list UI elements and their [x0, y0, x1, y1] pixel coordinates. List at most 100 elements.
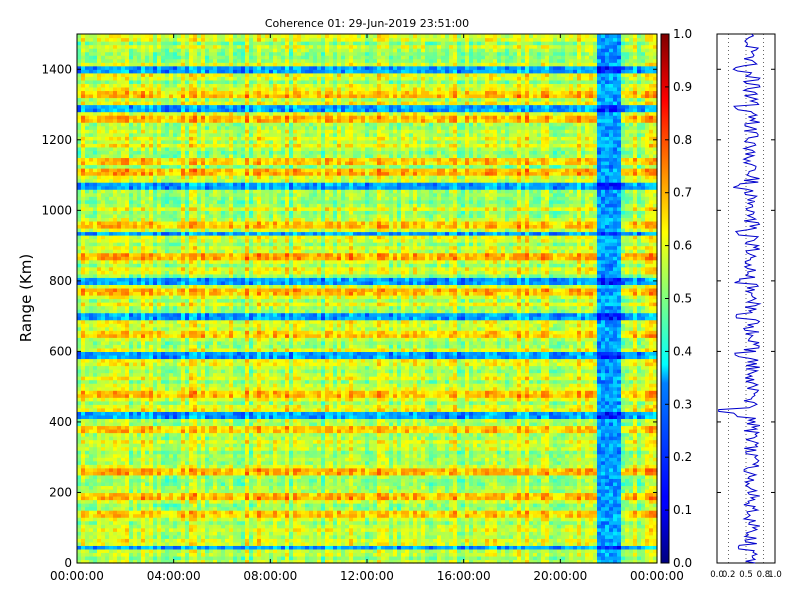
- heatmap-cell: [77, 221, 82, 225]
- heatmap-cell: [113, 73, 118, 77]
- heatmap-cell: [133, 168, 138, 172]
- heatmap-cell: [85, 73, 90, 77]
- heatmap-cell: [93, 436, 98, 440]
- heatmap-cell: [153, 83, 158, 87]
- heatmap-cell: [81, 514, 86, 518]
- heatmap-cell: [121, 380, 126, 384]
- heatmap-cell: [165, 189, 170, 193]
- heatmap-cell: [105, 397, 110, 401]
- heatmap-cell: [133, 94, 138, 98]
- heatmap-cell: [173, 48, 178, 52]
- heatmap-cell: [157, 221, 162, 225]
- heatmap-cell: [149, 231, 154, 235]
- heatmap-cell: [157, 274, 162, 278]
- heatmap-cell: [101, 390, 106, 394]
- heatmap-cell: [177, 394, 182, 398]
- heatmap-cell: [177, 34, 182, 38]
- heatmap-cell: [141, 182, 146, 186]
- heatmap-cell: [121, 492, 126, 496]
- heatmap-cell: [105, 464, 110, 468]
- heatmap-cell: [197, 231, 202, 235]
- heatmap-cell: [157, 249, 162, 253]
- heatmap-cell: [109, 83, 114, 87]
- heatmap-cell: [153, 76, 158, 80]
- heatmap-cell: [161, 496, 166, 500]
- heatmap-cell: [177, 281, 182, 285]
- heatmap-cell: [165, 323, 170, 327]
- heatmap-cell: [205, 433, 210, 437]
- heatmap-cell: [101, 281, 106, 285]
- heatmap-cell: [169, 341, 174, 345]
- heatmap-cell: [109, 454, 114, 458]
- heatmap-cell: [77, 355, 82, 359]
- heatmap-cell: [165, 422, 170, 426]
- heatmap-cell: [125, 133, 130, 137]
- heatmap-cell: [153, 552, 158, 556]
- heatmap-cell: [205, 408, 210, 412]
- heatmap-cell: [105, 150, 110, 154]
- heatmap-cell: [189, 214, 194, 218]
- heatmap-cell: [193, 193, 198, 197]
- heatmap-cell: [89, 468, 94, 472]
- heatmap-cell: [145, 320, 150, 324]
- heatmap-cell: [81, 408, 86, 412]
- heatmap-cell: [185, 545, 190, 549]
- heatmap-cell: [157, 316, 162, 320]
- heatmap-cell: [197, 415, 202, 419]
- heatmap-cell: [205, 334, 210, 338]
- heatmap-cell: [137, 203, 142, 207]
- heatmap-cell: [181, 52, 186, 56]
- heatmap-cell: [117, 404, 122, 408]
- heatmap-cell: [209, 429, 214, 433]
- heatmap-cell: [165, 351, 170, 355]
- heatmap-cell: [145, 274, 150, 278]
- heatmap-cell: [173, 189, 178, 193]
- heatmap-cell: [173, 242, 178, 246]
- heatmap-cell: [101, 397, 106, 401]
- heatmap-cell: [153, 302, 158, 306]
- heatmap-cell: [137, 299, 142, 303]
- heatmap-cell: [105, 415, 110, 419]
- heatmap-cell: [205, 429, 210, 433]
- heatmap-cell: [117, 52, 122, 56]
- heatmap-cell: [177, 341, 182, 345]
- heatmap-cell: [169, 263, 174, 267]
- heatmap-cell: [165, 369, 170, 373]
- heatmap-cell: [81, 143, 86, 147]
- heatmap-cell: [93, 390, 98, 394]
- heatmap-cell: [209, 528, 214, 532]
- heatmap-cell: [181, 48, 186, 52]
- heatmap-cell: [157, 351, 162, 355]
- heatmap-cell: [189, 425, 194, 429]
- heatmap-cell: [97, 510, 102, 514]
- heatmap-cell: [133, 556, 138, 560]
- heatmap-cell: [201, 154, 206, 158]
- heatmap-cell: [117, 136, 122, 140]
- heatmap-cell: [209, 401, 214, 405]
- heatmap-cell: [193, 221, 198, 225]
- heatmap-cell: [201, 263, 206, 267]
- heatmap-cell: [137, 76, 142, 80]
- heatmap-cell: [177, 337, 182, 341]
- heatmap-cell: [93, 351, 98, 355]
- heatmap-cell: [105, 108, 110, 112]
- heatmap-cell: [157, 334, 162, 338]
- heatmap-cell: [93, 348, 98, 352]
- heatmap-cell: [169, 59, 174, 63]
- heatmap-cell: [181, 358, 186, 362]
- heatmap-cell: [169, 369, 174, 373]
- heatmap-cell: [153, 447, 158, 451]
- heatmap-cell: [105, 496, 110, 500]
- heatmap-cell: [173, 334, 178, 338]
- heatmap-cell: [181, 500, 186, 504]
- heatmap-cell: [201, 143, 206, 147]
- heatmap-cell: [173, 383, 178, 387]
- heatmap-cell: [93, 284, 98, 288]
- heatmap-cell: [149, 454, 154, 458]
- heatmap-cell: [105, 239, 110, 243]
- heatmap-cell: [157, 136, 162, 140]
- heatmap-cell: [157, 528, 162, 532]
- heatmap-cell: [161, 383, 166, 387]
- heatmap-cell: [117, 299, 122, 303]
- heatmap-cell: [197, 521, 202, 525]
